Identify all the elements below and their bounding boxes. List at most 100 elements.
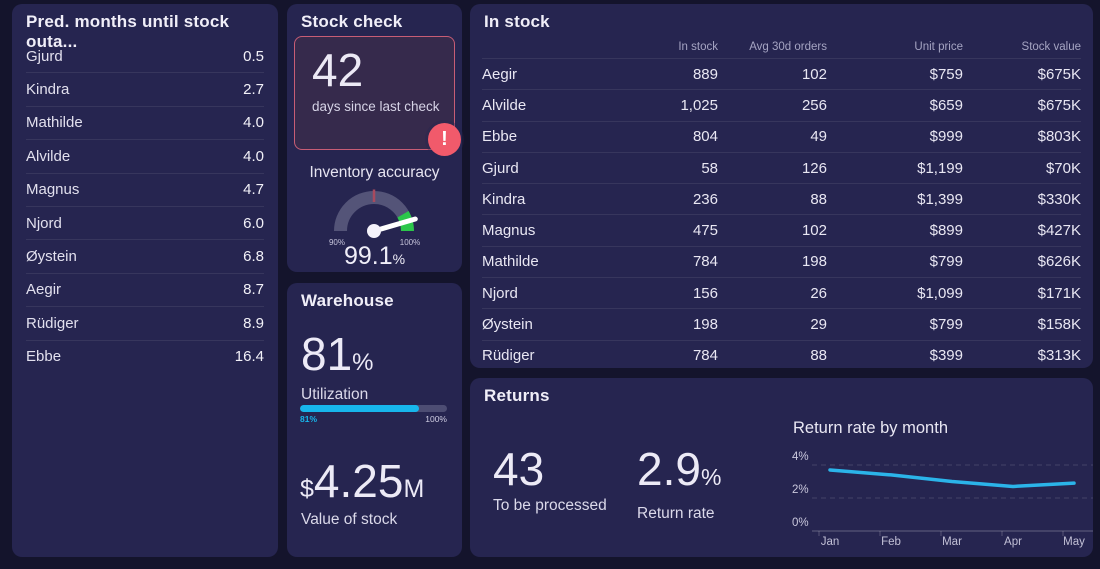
line-chart-canvas: 4% 2% 0% Jan Feb Mar Apr May [792, 451, 1093, 548]
row-value: 1,025 [680, 96, 718, 114]
item-value: 16.4 [234, 348, 264, 366]
row-value: $803K [1037, 128, 1081, 146]
row-value: 198 [692, 316, 718, 334]
item-name: Alvilde [26, 147, 71, 165]
row-name: Øystein [482, 316, 533, 334]
row-value: $330K [1037, 190, 1081, 208]
gauge-max-label: 100% [400, 238, 420, 247]
row-value: $799 [929, 253, 963, 271]
inventory-accuracy-title: Inventory accuracy [309, 164, 440, 181]
return-rate-value: 2.9% [637, 443, 722, 495]
row-value: 26 [810, 284, 827, 302]
item-value: 8.9 [243, 314, 264, 332]
table-row: Aegir 889 102 $759 $675K [482, 58, 1081, 89]
inventory-accuracy-gauge: 90% 100% [329, 189, 420, 247]
row-value: 102 [801, 222, 827, 240]
item-value: 8.7 [243, 281, 264, 299]
row-value: $171K [1037, 284, 1081, 302]
row-value: $1,199 [917, 159, 963, 177]
x-axis-tick-label: Jan [821, 536, 840, 548]
row-value: $675K [1037, 65, 1081, 83]
row-name: Ebbe [482, 128, 518, 146]
list-item: Aegir 8.7 [26, 272, 264, 306]
in-stock-table: In stock Avg 30d orders Unit price Stock va… [482, 36, 1081, 371]
stock-check-title: Stock check [301, 12, 403, 31]
list-item: Ebbe 16.4 [26, 339, 264, 373]
progress-max-label: 100% [425, 414, 447, 424]
return-rate-label: Return rate [637, 505, 715, 522]
stockout-card: Pred. months until stock outa... Gjurd 0.… [12, 4, 278, 557]
stockout-title: Pred. months until stock outa... [26, 12, 230, 51]
row-name: Mathilde [482, 253, 539, 271]
item-name: Øystein [26, 248, 77, 266]
table-body: Aegir 889 102 $759 $675K Alvilde 1,025 256 $659 $… [482, 58, 1081, 371]
y-axis-tick-label: 2% [792, 484, 809, 496]
table-row: Ebbe 804 49 $999 $803K [482, 120, 1081, 152]
row-value: 784 [692, 347, 718, 365]
list-item: Mathilde 4.0 [26, 105, 264, 139]
row-value: 156 [692, 284, 718, 302]
column-header: Stock value [1021, 41, 1081, 53]
row-name: Njord [482, 284, 518, 302]
row-value: $399 [929, 347, 963, 365]
table-row: Rüdiger 784 88 $399 $313K [482, 339, 1081, 371]
row-value: $626K [1037, 253, 1081, 271]
row-value: 58 [701, 159, 718, 177]
gauge-min-label: 90% [329, 238, 345, 247]
row-value: 889 [692, 65, 718, 83]
item-value: 2.7 [243, 81, 264, 99]
row-value: $759 [929, 65, 963, 83]
list-item: Alvilde 4.0 [26, 139, 264, 172]
stockout-list: Gjurd 0.5 Kindra 2.7 Mathilde 4.0 Alvilde 4.0 Ma… [26, 40, 264, 373]
returns-title: Returns [484, 386, 550, 405]
item-value: 4.0 [243, 147, 264, 165]
item-name: Rüdiger [26, 314, 79, 332]
return-rate-chart: Return rate by month 4% 2% 0% Jan Feb Mar Apr M… [790, 418, 1093, 557]
returns-card: Returns 43 To be processed 2.9% Return r… [470, 378, 1093, 557]
row-name: Aegir [482, 65, 518, 83]
alert-exclamation-icon: ! [428, 123, 461, 156]
row-value: 88 [810, 190, 827, 208]
row-value: $1,099 [917, 284, 963, 302]
x-axis-tick-label: Mar [942, 536, 962, 548]
row-value: 256 [801, 96, 827, 114]
column-header: In stock [678, 41, 718, 53]
row-value: $675K [1037, 96, 1081, 114]
item-name: Gjurd [26, 47, 63, 65]
item-name: Ebbe [26, 348, 62, 366]
x-axis-tick-label: Apr [1004, 536, 1022, 548]
item-value: 4.0 [243, 114, 264, 132]
row-value: 475 [692, 222, 718, 240]
return-rate-line [828, 468, 1076, 489]
table-row: Alvilde 1,025 256 $659 $675K [482, 89, 1081, 120]
table-header-row: In stock Avg 30d orders Unit price Stock va… [482, 36, 1081, 58]
to-be-processed-kpi: 43 To be processed [493, 444, 607, 515]
progress-min-label: 81% [300, 414, 318, 424]
list-item: Gjurd 0.5 [26, 40, 264, 72]
row-value: 49 [810, 128, 827, 146]
row-value: $313K [1037, 347, 1081, 365]
y-axis-tick-label: 0% [792, 517, 809, 529]
row-value: $999 [929, 128, 963, 146]
row-value: $899 [929, 222, 963, 240]
days-since-check-alert: 42 days since last check ! [294, 36, 461, 156]
row-value: 784 [692, 253, 718, 271]
row-value: 88 [810, 347, 827, 365]
row-name: Kindra [482, 190, 526, 208]
row-value: $70K [1045, 159, 1081, 177]
list-item: Øystein 6.8 [26, 239, 264, 272]
utilization-value: 81% [301, 328, 374, 380]
utilization-progress-bar [300, 405, 447, 412]
item-value: 0.5 [243, 47, 264, 65]
x-axis-tick-label: May [1063, 536, 1085, 548]
item-name: Kindra [26, 81, 70, 99]
row-value: 102 [801, 65, 827, 83]
table-row: Magnus 475 102 $899 $427K [482, 214, 1081, 245]
item-name: Magnus [26, 181, 80, 199]
row-name: Rüdiger [482, 347, 535, 365]
table-row: Njord 156 26 $1,099 $171K [482, 277, 1081, 308]
return-rate-kpi: 2.9% Return rate [637, 444, 721, 523]
warehouse-card: Warehouse 81% Utilization 81% 100% $4.25… [287, 283, 462, 557]
list-item: Magnus 4.7 [26, 172, 264, 206]
